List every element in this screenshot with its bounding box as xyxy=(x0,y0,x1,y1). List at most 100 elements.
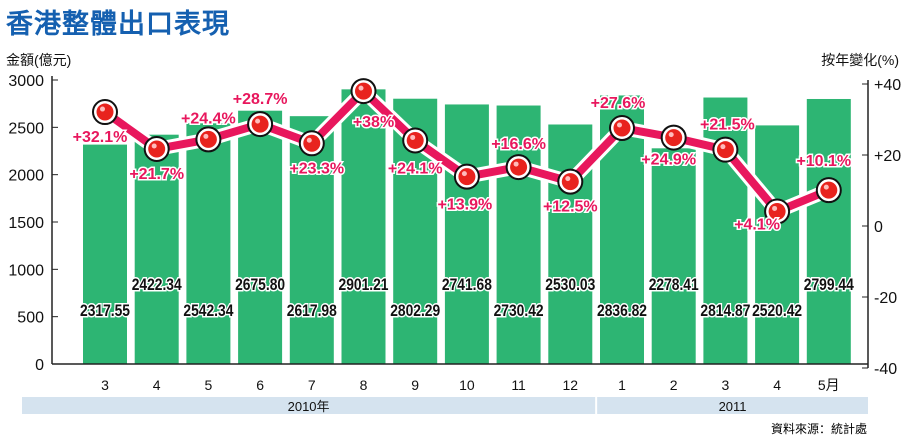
bar-value-label: 2730.42 xyxy=(494,301,544,320)
data-point-highlight xyxy=(668,132,674,138)
data-point-highlight xyxy=(565,176,571,182)
x-tick-label: 5月 xyxy=(818,377,840,393)
x-tick-label: 9 xyxy=(411,377,419,393)
year-band xyxy=(22,397,596,414)
data-point-fill xyxy=(820,181,838,199)
x-tick-label: 10 xyxy=(459,377,475,393)
year-label: 2010年 xyxy=(288,399,330,414)
data-point-fill xyxy=(510,158,528,176)
data-point-highlight xyxy=(720,144,726,150)
bar xyxy=(444,104,489,365)
left-tick-label: 1500 xyxy=(8,215,44,232)
yoy-label: +12.5% xyxy=(543,199,598,216)
right-tick-label: -40 xyxy=(874,361,897,378)
bar xyxy=(496,105,541,365)
data-point-highlight xyxy=(410,134,416,140)
bar-value-label: 2675.80 xyxy=(235,275,285,294)
year-band xyxy=(597,397,868,414)
bar-value-label: 2741.68 xyxy=(442,275,492,294)
data-point-fill xyxy=(665,129,683,147)
bar xyxy=(83,144,127,364)
chart-title: 香港整體出口表現 xyxy=(6,9,230,39)
yoy-label: +4.1% xyxy=(734,216,780,233)
yoy-label: +24.4% xyxy=(181,110,236,127)
left-axis-label: 金額(億元) xyxy=(6,52,72,68)
x-tick-label: 3 xyxy=(101,377,109,393)
data-point-highlight xyxy=(100,106,105,112)
bar-value-label: 2520.42 xyxy=(752,301,802,320)
yoy-label: +21.5% xyxy=(700,117,755,134)
yoy-label: +16.6% xyxy=(491,136,546,153)
data-point-highlight xyxy=(203,133,209,139)
yoy-label: +10.1% xyxy=(796,153,851,170)
data-point-fill xyxy=(96,103,114,121)
data-point-highlight xyxy=(306,137,312,143)
yoy-label: +23.3% xyxy=(289,160,344,177)
x-tick-label: 5 xyxy=(205,377,213,393)
right-tick-label: 0 xyxy=(874,219,883,236)
left-tick-label: 1000 xyxy=(8,262,44,279)
x-tick-label: 4 xyxy=(773,377,781,393)
data-point-highlight xyxy=(151,143,157,149)
bar-value-label: 2617.98 xyxy=(287,301,337,320)
bar-value-label: 2317.55 xyxy=(80,301,130,320)
bar-value-label: 2530.03 xyxy=(545,275,595,294)
bar-value-label: 2901.21 xyxy=(339,275,389,294)
x-tick-label: 2 xyxy=(670,377,678,393)
bar xyxy=(341,89,386,365)
year-label: 2011 xyxy=(719,399,747,414)
yoy-label: +27.6% xyxy=(591,95,646,112)
data-point-highlight xyxy=(823,184,829,190)
yoy-label: +21.7% xyxy=(129,166,184,183)
x-tick-label: 1 xyxy=(618,377,626,393)
yoy-label: +38% xyxy=(353,114,394,131)
x-tick-label: 7 xyxy=(308,377,316,393)
data-point-fill xyxy=(199,130,217,148)
bar-value-label: 2422.34 xyxy=(132,275,182,294)
x-tick-label: 12 xyxy=(563,377,579,393)
bar-value-label: 2836.82 xyxy=(597,301,647,320)
x-tick-label: 6 xyxy=(256,377,264,393)
data-point-highlight xyxy=(617,122,622,128)
yoy-label: +13.9% xyxy=(438,197,493,214)
right-tick-label: -20 xyxy=(874,290,897,307)
bar xyxy=(134,134,179,364)
data-point-fill xyxy=(251,115,269,133)
bar-value-label: 2278.41 xyxy=(649,275,699,294)
left-tick-label: 500 xyxy=(17,310,44,327)
data-point-fill xyxy=(355,82,372,100)
data-point-fill xyxy=(148,140,166,158)
left-tick-label: 2000 xyxy=(8,168,44,185)
bar xyxy=(651,148,696,364)
bar-value-label: 2799.44 xyxy=(804,275,854,294)
right-tick-label: +20 xyxy=(874,148,901,165)
x-tick-label: 4 xyxy=(153,377,161,393)
data-point-fill xyxy=(716,141,734,159)
data-point-highlight xyxy=(358,85,364,91)
right-axis-label: 按年變化(%) xyxy=(821,52,899,68)
left-tick-label: 0 xyxy=(35,357,44,374)
left-tick-label: 2500 xyxy=(8,120,44,137)
data-point-fill xyxy=(406,131,424,149)
bar xyxy=(806,98,851,365)
data-point-fill xyxy=(613,119,631,137)
bar xyxy=(289,116,334,365)
yoy-label: +28.7% xyxy=(233,91,288,108)
left-tick-label: 3000 xyxy=(8,73,44,90)
right-tick-label: +40 xyxy=(874,77,901,94)
data-point-fill xyxy=(458,168,476,186)
data-point-highlight xyxy=(772,205,778,211)
data-point-fill xyxy=(303,134,321,152)
source-note: 資料來源：統計處 xyxy=(770,422,867,436)
data-point-highlight xyxy=(255,118,261,124)
bar xyxy=(186,123,231,364)
data-point-highlight xyxy=(513,161,519,167)
data-point-highlight xyxy=(461,171,467,177)
bar xyxy=(238,110,283,364)
bar xyxy=(755,125,800,364)
x-tick-label: 8 xyxy=(360,377,368,393)
bar-value-label: 2814.87 xyxy=(700,301,750,320)
data-point-fill xyxy=(561,173,579,191)
